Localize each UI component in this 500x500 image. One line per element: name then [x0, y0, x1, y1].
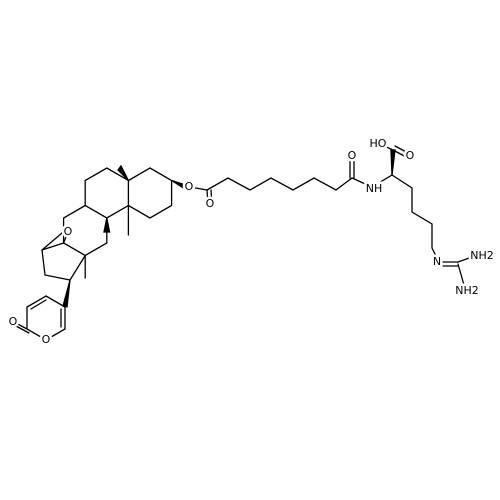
carbonyl-bond	[210, 189, 213, 205]
atom-label: O	[64, 225, 73, 238]
chain	[206, 177, 353, 191]
carbonyl-bond	[394, 145, 411, 155]
atom-label: O	[185, 180, 194, 193]
carbonyl-bond	[392, 149, 409, 159]
atom-label: NH2	[470, 249, 494, 262]
acid-bond	[379, 143, 394, 151]
atom-label: O	[348, 149, 357, 162]
epoxide-bond	[62, 231, 69, 244]
atom-labels: HO O O NH N NH2 NH2 O O O O O	[6, 135, 496, 349]
ring-b	[84, 167, 130, 219]
atom-label: O	[206, 197, 215, 210]
wedge	[62, 279, 71, 308]
atom-label: HO	[370, 137, 387, 150]
guanidine-bond	[457, 263, 465, 286]
guanidine-bond	[457, 256, 473, 263]
ring-a	[127, 167, 173, 219]
wedge	[390, 149, 396, 176]
atom-label: NH2	[455, 284, 479, 297]
bonds	[13, 143, 473, 341]
atom-label: N	[433, 255, 441, 268]
ester-bond	[189, 186, 208, 191]
amide-bond	[351, 177, 373, 188]
atom-label: O	[9, 315, 18, 328]
ring-d	[41, 242, 86, 281]
atom-label: O	[406, 149, 415, 162]
wedge	[117, 164, 129, 181]
atom-label: NH	[366, 182, 383, 195]
epoxide-bond	[41, 232, 63, 251]
carbonyl-bond	[13, 321, 28, 330]
side-chain	[391, 174, 438, 259]
wedge	[103, 217, 111, 233]
carbonyl-bond	[15, 325, 30, 334]
double-bond	[30, 299, 47, 310]
bond	[371, 174, 393, 188]
carbonyl-bond	[206, 189, 209, 205]
ring-c	[62, 204, 108, 257]
pyranone-ring	[26, 295, 66, 341]
wedge	[171, 179, 187, 191]
atom-label: O	[42, 333, 51, 346]
